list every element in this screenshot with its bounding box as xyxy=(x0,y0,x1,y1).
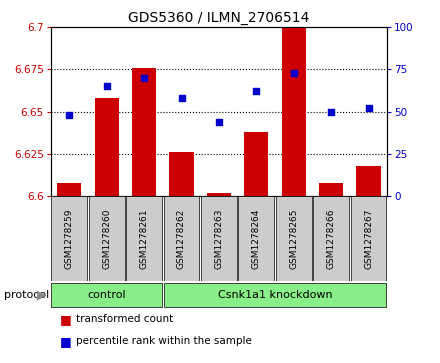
Bar xyxy=(356,166,381,196)
Bar xyxy=(244,132,268,196)
Text: GSM1278265: GSM1278265 xyxy=(289,208,298,269)
Bar xyxy=(126,196,162,281)
Text: percentile rank within the sample: percentile rank within the sample xyxy=(76,336,252,346)
Point xyxy=(66,112,73,118)
Text: GSM1278261: GSM1278261 xyxy=(139,208,149,269)
Text: ▶: ▶ xyxy=(37,289,46,301)
Bar xyxy=(164,196,199,281)
Text: Csnk1a1 knockdown: Csnk1a1 knockdown xyxy=(218,290,332,300)
Text: GSM1278260: GSM1278260 xyxy=(102,208,111,269)
Bar xyxy=(95,98,119,196)
Point xyxy=(365,105,372,111)
Bar xyxy=(169,152,194,196)
Text: GSM1278262: GSM1278262 xyxy=(177,208,186,269)
Bar xyxy=(313,196,349,281)
Bar xyxy=(351,196,386,281)
Bar xyxy=(319,183,343,196)
Point xyxy=(141,75,148,81)
Text: GSM1278267: GSM1278267 xyxy=(364,208,373,269)
Bar xyxy=(201,196,237,281)
Bar xyxy=(51,196,87,281)
Bar xyxy=(207,193,231,196)
Bar xyxy=(164,283,386,307)
Text: GSM1278266: GSM1278266 xyxy=(326,208,336,269)
Bar xyxy=(132,68,156,196)
Text: GSM1278263: GSM1278263 xyxy=(214,208,224,269)
Point xyxy=(327,109,335,115)
Text: ■: ■ xyxy=(59,335,71,348)
Text: GSM1278264: GSM1278264 xyxy=(252,208,261,269)
Text: GSM1278259: GSM1278259 xyxy=(65,208,74,269)
Bar xyxy=(238,196,274,281)
Point xyxy=(103,83,110,89)
Text: transformed count: transformed count xyxy=(76,314,173,325)
Bar xyxy=(57,183,81,196)
Text: control: control xyxy=(88,290,126,300)
Bar xyxy=(89,196,125,281)
Text: protocol: protocol xyxy=(4,290,50,300)
Point xyxy=(290,70,297,76)
Bar xyxy=(282,27,306,196)
Point xyxy=(253,89,260,94)
Bar xyxy=(51,283,162,307)
Point xyxy=(178,95,185,101)
Point xyxy=(216,119,223,125)
Bar xyxy=(276,196,312,281)
Title: GDS5360 / ILMN_2706514: GDS5360 / ILMN_2706514 xyxy=(128,11,310,25)
Text: ■: ■ xyxy=(59,313,71,326)
